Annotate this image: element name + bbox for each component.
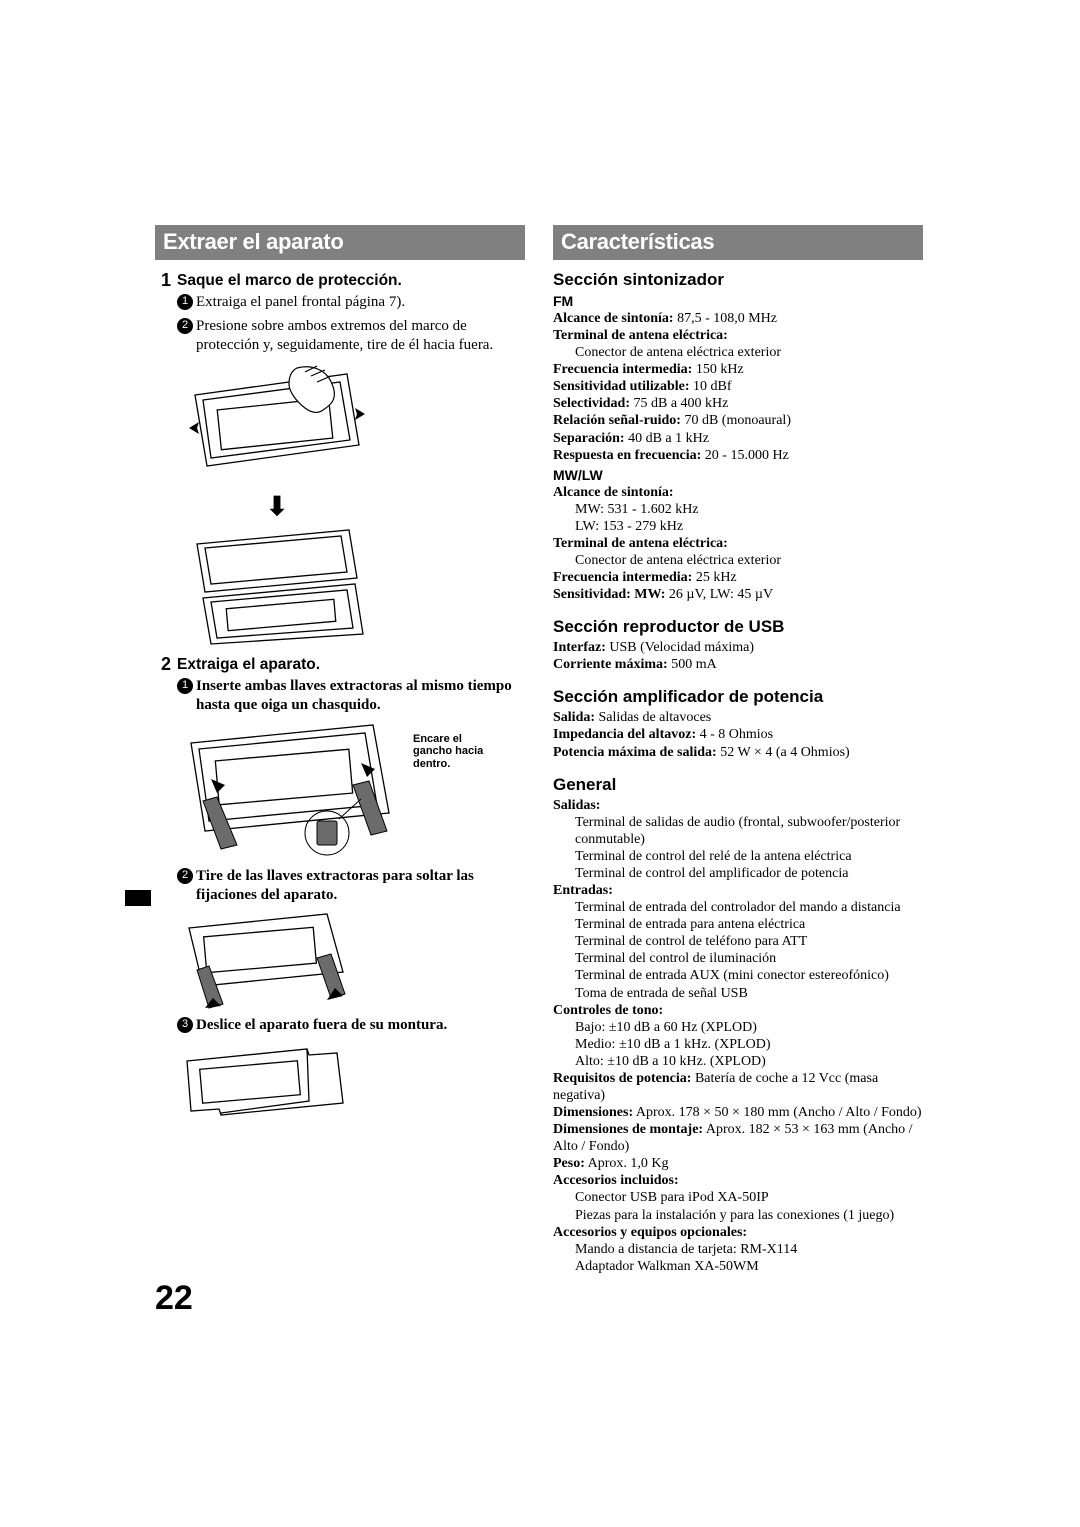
fm-selectivity: Selectividad: 75 dB a 400 kHz bbox=[553, 395, 923, 412]
amp-power: Potencia máxima de salida: 52 W × 4 (a 4… bbox=[553, 744, 923, 761]
general-in-4: Terminal del control de iluminación bbox=[575, 950, 923, 967]
circled-3-icon: 3 bbox=[177, 1017, 193, 1033]
fm-separation: Separación: 40 dB a 1 kHz bbox=[553, 430, 923, 447]
fm-range: Alcance de sintonía: 87,5 - 108,0 MHz bbox=[553, 310, 923, 327]
general-tone-1: Bajo: ±10 dB a 60 Hz (XPLOD) bbox=[575, 1019, 923, 1036]
mwlw-label: MW/LW bbox=[553, 467, 923, 483]
usb-section-title: Sección reproductor de USB bbox=[553, 617, 923, 637]
page-tab-marker bbox=[125, 890, 151, 906]
mwlw-antenna-label: Terminal de antena eléctrica: bbox=[553, 535, 923, 552]
general-outputs-label: Salidas: bbox=[553, 797, 923, 814]
general-optional-label: Accesorios y equipos opcionales: bbox=[553, 1224, 923, 1241]
circled-2-icon: 2 bbox=[177, 318, 193, 334]
general-power: Requisitos de potencia: Batería de coche… bbox=[553, 1070, 923, 1104]
general-out-3: Terminal de control del amplificador de … bbox=[575, 865, 923, 882]
step-1-title: Saque el marco de protección. bbox=[177, 270, 402, 291]
amp-section-title: Sección amplificador de potencia bbox=[553, 687, 923, 707]
general-in-6: Toma de entrada de señal USB bbox=[575, 985, 923, 1002]
left-column: Extraer el aparato 1 Saque el marco de p… bbox=[155, 225, 525, 1275]
general-mount-dimensions: Dimensiones de montaje: Aprox. 182 × 53 … bbox=[553, 1121, 923, 1155]
page-content: Extraer el aparato 1 Saque el marco de p… bbox=[155, 225, 925, 1275]
usb-interface: Interfaz: USB (Velocidad máxima) bbox=[553, 639, 923, 656]
fm-sensitivity: Sensitividad utilizable: 10 dBf bbox=[553, 378, 923, 395]
step-2-sub-1: 1 Inserte ambas llaves extractoras al mi… bbox=[177, 677, 525, 715]
general-acc-1: Conector USB para iPod XA-50IP bbox=[575, 1189, 923, 1206]
step-1: 1 Saque el marco de protección. bbox=[155, 270, 525, 291]
step-2-num: 2 bbox=[155, 654, 177, 675]
general-in-1: Terminal de entrada del controlador del … bbox=[575, 899, 923, 916]
step-2-sub-2-text: Tire de las llaves extractoras para solt… bbox=[196, 867, 525, 905]
step-1-num: 1 bbox=[155, 270, 177, 291]
step-2: 2 Extraiga el aparato. bbox=[155, 654, 525, 675]
mwlw-range-label: Alcance de sintonía: bbox=[553, 484, 923, 501]
usb-current: Corriente máxima: 500 mA bbox=[553, 656, 923, 673]
mwlw-lw: LW: 153 - 279 kHz bbox=[575, 518, 923, 535]
mwlw-antenna-value: Conector de antena eléctrica exterior bbox=[575, 552, 923, 569]
figure-pull-keys bbox=[177, 910, 525, 1010]
general-tone-3: Alto: ±10 dB a 10 kHz. (XPLOD) bbox=[575, 1053, 923, 1070]
right-heading: Características bbox=[553, 225, 923, 260]
fm-sn: Relación señal-ruido: 70 dB (monoaural) bbox=[553, 412, 923, 429]
fm-antenna-label: Terminal de antena eléctrica: bbox=[553, 327, 923, 344]
figure-release-keys: Encare el gancho hacia dentro. bbox=[177, 721, 517, 861]
tuner-section-title: Sección sintonizador bbox=[553, 270, 923, 290]
page-number: 22 bbox=[155, 1279, 193, 1318]
right-column: Características Sección sintonizador FM … bbox=[553, 225, 923, 1275]
hook-label-line-3: dentro. bbox=[413, 758, 450, 770]
hook-label-line-1: Encare el bbox=[413, 733, 462, 745]
general-accessories-label: Accesorios incluidos: bbox=[553, 1172, 923, 1189]
step-1-sub-2: 2 Presione sobre ambos extremos del marc… bbox=[177, 317, 525, 355]
hook-label-line-2: gancho hacia bbox=[413, 745, 483, 757]
figure-remove-bezel bbox=[177, 360, 525, 490]
general-opt-2: Adaptador Walkman XA-50WM bbox=[575, 1258, 923, 1275]
general-in-2: Terminal de entrada para antena eléctric… bbox=[575, 916, 923, 933]
general-out-2: Terminal de control del relé de la anten… bbox=[575, 848, 923, 865]
fm-label: FM bbox=[553, 293, 923, 309]
step-1-sub-2-text: Presione sobre ambos extremos del marco … bbox=[196, 317, 525, 355]
mwlw-sensitivity: Sensitividad: MW: 26 µV, LW: 45 µV bbox=[553, 586, 923, 603]
circled-1-icon: 1 bbox=[177, 678, 193, 694]
step-1-sub-1-text: Extraiga el panel frontal página 7). bbox=[196, 293, 405, 312]
general-in-3: Terminal de control de teléfono para ATT bbox=[575, 933, 923, 950]
mwlw-mw: MW: 531 - 1.602 kHz bbox=[575, 501, 923, 518]
step-2-sub-2: 2 Tire de las llaves extractoras para so… bbox=[177, 867, 525, 905]
general-tone-label: Controles de tono: bbox=[553, 1002, 923, 1019]
circled-2-icon: 2 bbox=[177, 868, 193, 884]
general-out-1: Terminal de salidas de audio (frontal, s… bbox=[575, 814, 923, 848]
figure-bezel-separated bbox=[177, 526, 525, 646]
amp-output: Salida: Salidas de altavoces bbox=[553, 709, 923, 726]
left-heading: Extraer el aparato bbox=[155, 225, 525, 260]
general-acc-2: Piezas para la instalación y para las co… bbox=[575, 1207, 923, 1224]
general-dimensions: Dimensiones: Aprox. 178 × 50 × 180 mm (A… bbox=[553, 1104, 923, 1121]
step-2-sub-1-text: Inserte ambas llaves extractoras al mism… bbox=[196, 677, 525, 715]
general-weight: Peso: Aprox. 1,0 Kg bbox=[553, 1155, 923, 1172]
figure-slide-out bbox=[177, 1041, 525, 1131]
general-in-5: Terminal de entrada AUX (mini conector e… bbox=[575, 967, 923, 984]
hook-label: Encare el gancho hacia dentro. bbox=[413, 733, 483, 771]
general-opt-1: Mando a distancia de tarjeta: RM-X114 bbox=[575, 1241, 923, 1258]
circled-1-icon: 1 bbox=[177, 294, 193, 310]
general-inputs-label: Entradas: bbox=[553, 882, 923, 899]
general-section-title: General bbox=[553, 775, 923, 795]
fm-freq-response: Respuesta en frecuencia: 20 - 15.000 Hz bbox=[553, 447, 923, 464]
fm-antenna-value: Conector de antena eléctrica exterior bbox=[575, 344, 923, 361]
step-2-sub-3-text: Deslice el aparato fuera de su montura. bbox=[196, 1016, 447, 1035]
step-1-sub-1: 1 Extraiga el panel frontal página 7). bbox=[177, 293, 525, 312]
amp-impedance: Impedancia del altavoz: 4 - 8 Ohmios bbox=[553, 726, 923, 743]
down-arrow-icon: ⬇ bbox=[177, 494, 377, 520]
step-2-title: Extraiga el aparato. bbox=[177, 654, 320, 675]
general-tone-2: Medio: ±10 dB a 1 kHz. (XPLOD) bbox=[575, 1036, 923, 1053]
step-2-sub-3: 3 Deslice el aparato fuera de su montura… bbox=[177, 1016, 525, 1035]
fm-if: Frecuencia intermedia: 150 kHz bbox=[553, 361, 923, 378]
mwlw-if: Frecuencia intermedia: 25 kHz bbox=[553, 569, 923, 586]
